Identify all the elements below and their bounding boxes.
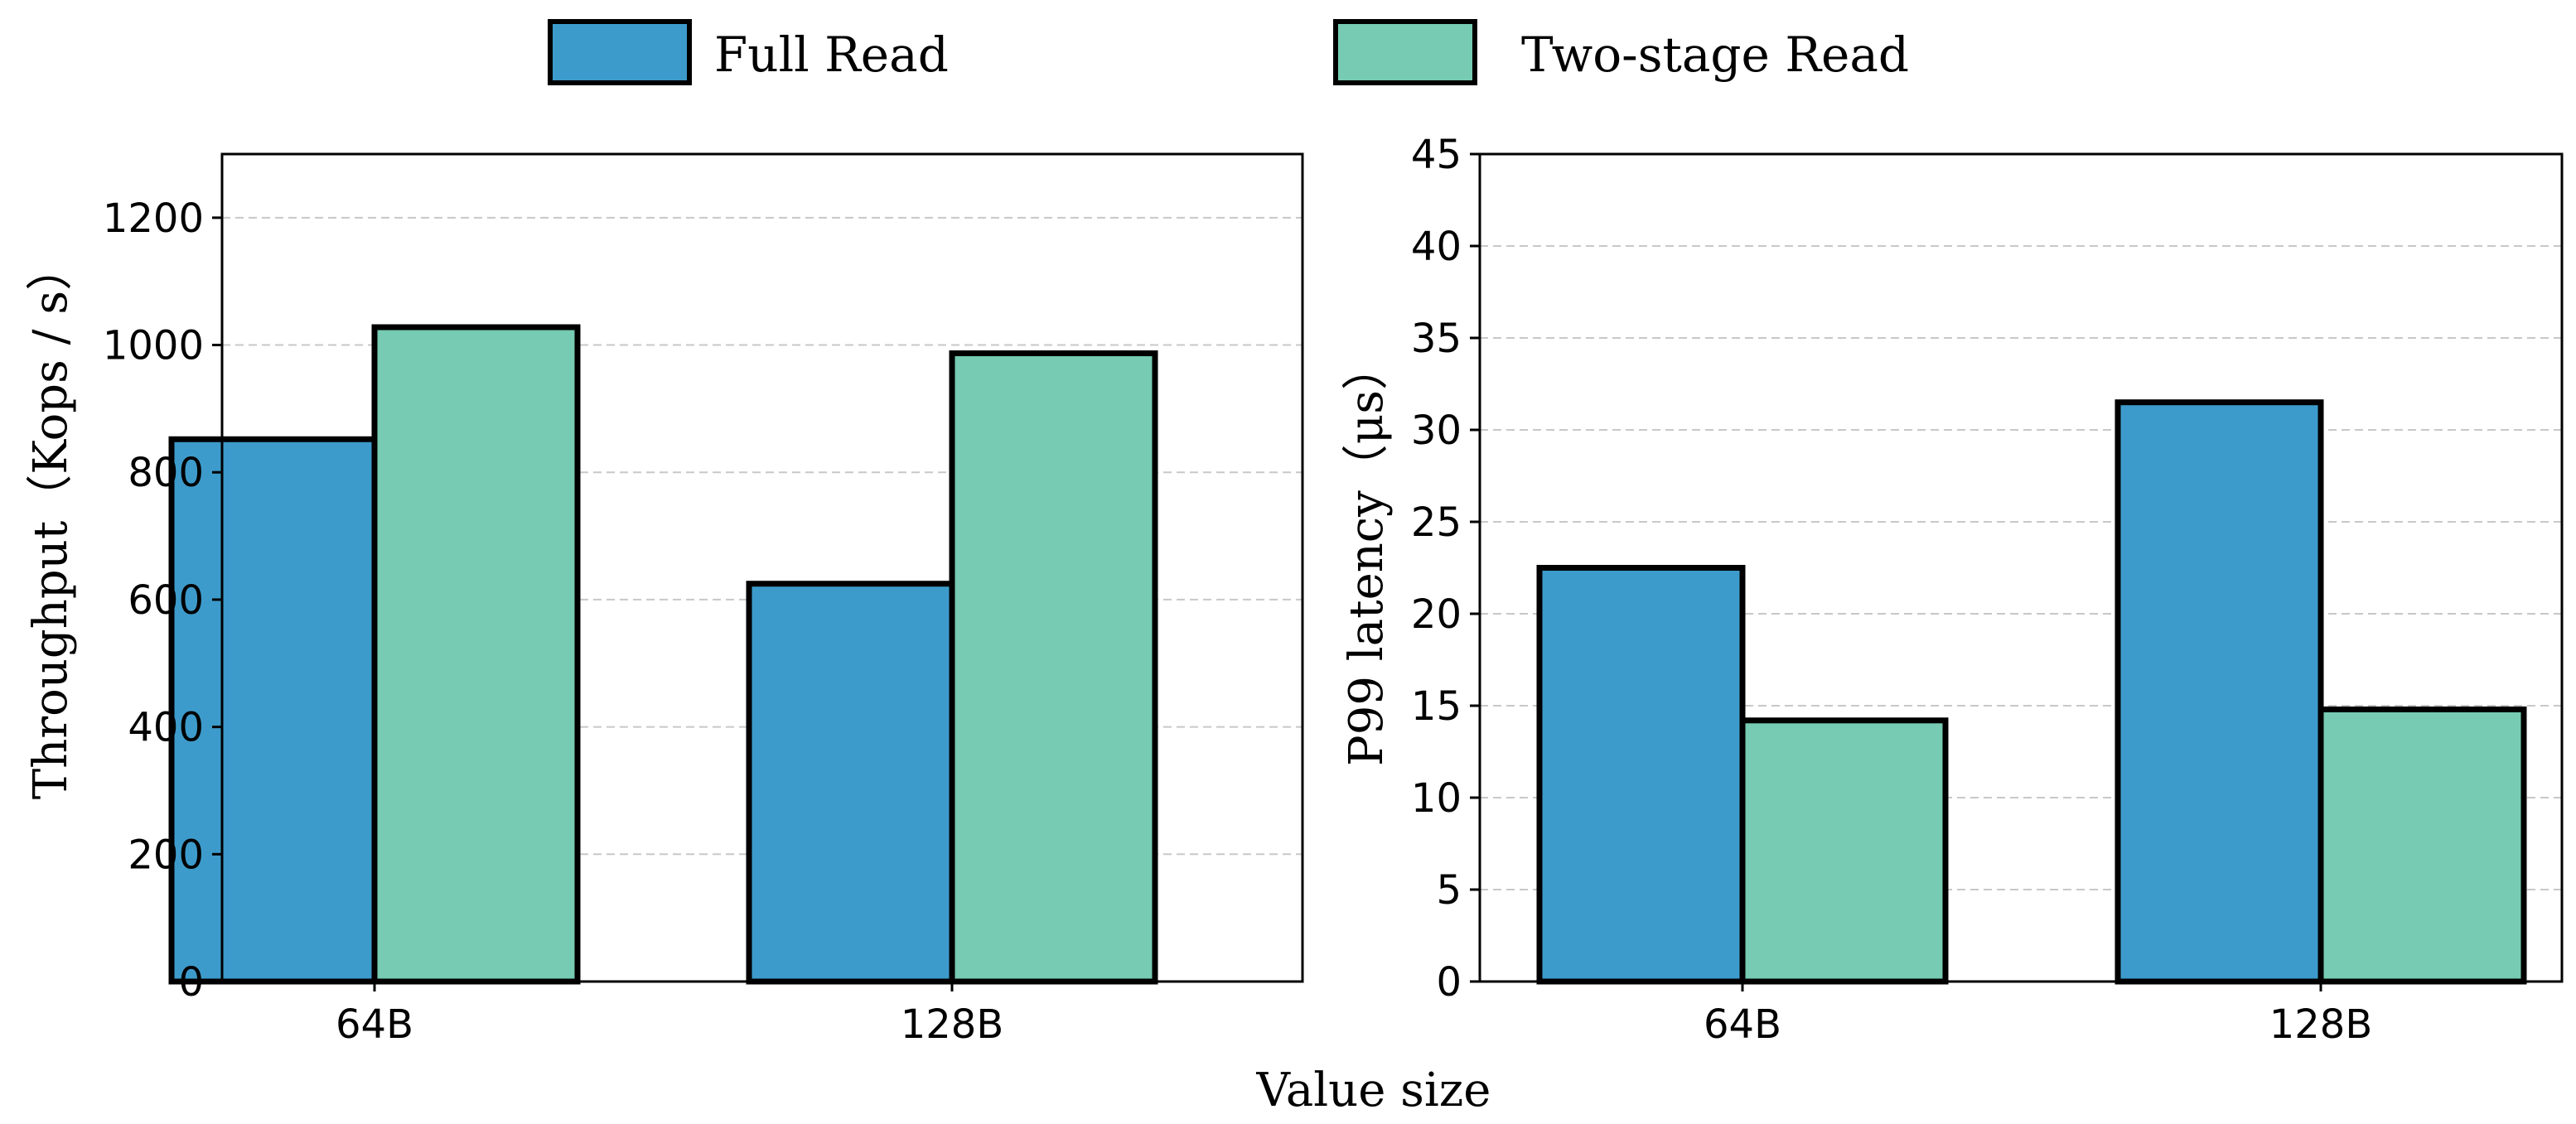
throughput-axes-frame bbox=[220, 152, 1304, 983]
latency-y-tick-label: 15 bbox=[1411, 683, 1462, 730]
throughput-x-tick-label: 64B bbox=[336, 1001, 413, 1048]
latency-y-tick-label: 35 bbox=[1411, 316, 1462, 362]
latency-y-tick-label: 5 bbox=[1436, 867, 1462, 914]
throughput-y-tick-label: 600 bbox=[128, 577, 204, 624]
throughput-bar-full-read-128b bbox=[746, 581, 955, 985]
latency-chart: 0 5 10 15 20 25 30 35 40 45 64B 128B bbox=[1411, 132, 2564, 1048]
throughput-y-axis-label: Throughput（Kops / s） bbox=[24, 244, 78, 799]
legend-swatch-two-stage-read bbox=[1333, 19, 1477, 85]
throughput-y-tick-label: 400 bbox=[128, 705, 204, 751]
latency-y-tick-label: 30 bbox=[1411, 408, 1462, 454]
throughput-y-tick-label: 200 bbox=[128, 832, 204, 878]
latency-bar-two-stage-read-128b bbox=[2317, 706, 2527, 985]
latency-axes-frame bbox=[1478, 152, 2564, 983]
legend-swatch-full-read bbox=[548, 19, 692, 85]
latency-bar-two-stage-read-64b bbox=[1739, 717, 1949, 985]
throughput-bar-two-stage-read-64b bbox=[371, 324, 581, 985]
legend: Full Read Two-stage Read bbox=[548, 19, 1909, 85]
throughput-chart: 0 200 400 600 800 1000 1200 64B 128B bbox=[103, 152, 1304, 1048]
latency-y-tick-label: 40 bbox=[1411, 224, 1462, 270]
throughput-bar-two-stage-read-128b bbox=[949, 350, 1158, 985]
legend-label-full-read: Full Read bbox=[714, 27, 949, 83]
legend-label-two-stage-read: Two-stage Read bbox=[1521, 27, 1909, 83]
latency-y-axis-label: P99 latency（μs） bbox=[1340, 344, 1394, 766]
throughput-bar-full-read-64b bbox=[168, 436, 378, 985]
throughput-y-tick-label: 1200 bbox=[103, 195, 204, 242]
latency-x-tick-label: 128B bbox=[2269, 1001, 2373, 1048]
latency-y-tick-label: 25 bbox=[1411, 499, 1462, 546]
latency-y-tick-label: 10 bbox=[1411, 775, 1462, 822]
throughput-x-tick-label: 128B bbox=[901, 1001, 1004, 1048]
x-axis-label: Value size bbox=[1256, 1064, 1491, 1117]
throughput-y-tick-label: 1000 bbox=[103, 323, 204, 369]
latency-bar-full-read-128b bbox=[2114, 399, 2324, 985]
latency-x-tick-label: 64B bbox=[1704, 1001, 1781, 1048]
throughput-y-tick-label: 0 bbox=[178, 959, 204, 1006]
throughput-y-tick-label: 800 bbox=[128, 450, 204, 496]
latency-bar-full-read-64b bbox=[1536, 565, 1746, 985]
latency-y-tick-label: 20 bbox=[1411, 591, 1462, 638]
latency-y-tick-label: 0 bbox=[1436, 959, 1462, 1006]
latency-y-tick-label: 45 bbox=[1411, 132, 1462, 178]
